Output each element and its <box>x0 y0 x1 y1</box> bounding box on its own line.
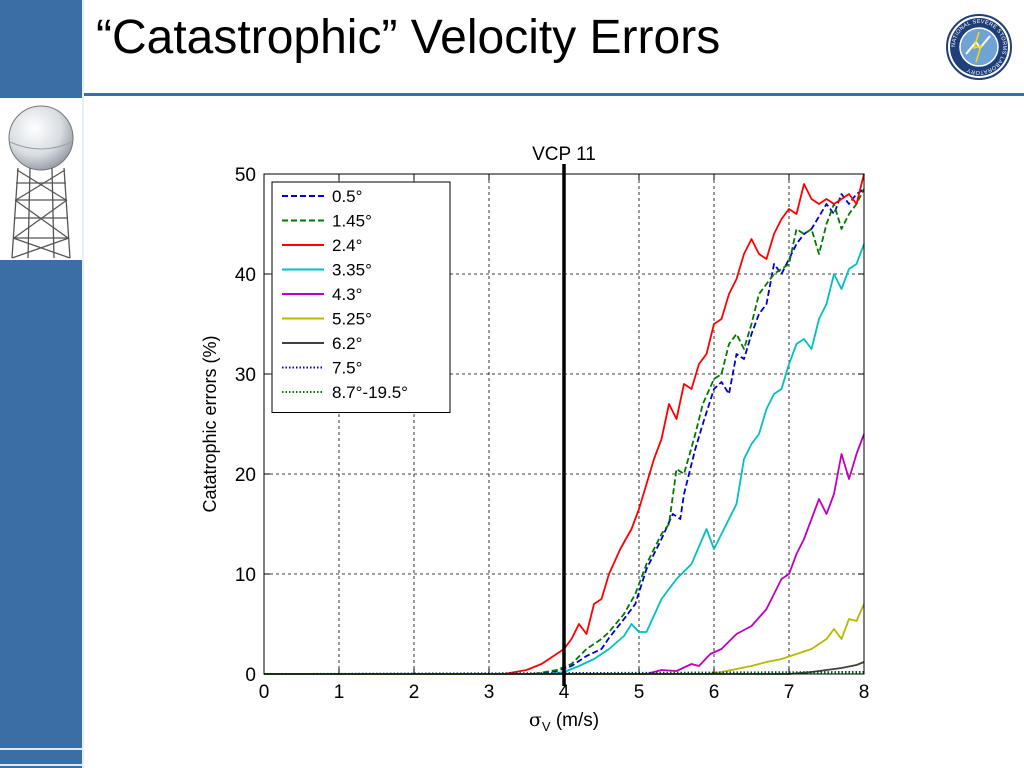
series-line-4 <box>264 433 865 675</box>
sidebar-bottom-lines <box>0 748 82 766</box>
x-tick-label: 7 <box>784 682 795 703</box>
x-tick-label: 8 <box>859 682 870 703</box>
series-line-1 <box>264 188 865 675</box>
page-title: “Catastrophic” Velocity Errors <box>96 11 721 64</box>
y-tick-label: 50 <box>235 165 256 186</box>
slide-header <box>84 0 1024 92</box>
legend-label-1: 1.45° <box>332 212 372 231</box>
y-tick-label: 20 <box>235 465 256 486</box>
y-tick-label: 0 <box>245 665 256 686</box>
x-axis-label: σV (m/s) <box>529 709 599 734</box>
series-line-2 <box>264 173 865 675</box>
x-tick-label: 6 <box>709 682 720 703</box>
legend-label-0: 0.5° <box>332 187 362 206</box>
y-tick-label: 10 <box>235 565 256 586</box>
legend-label-4: 4.3° <box>332 285 362 304</box>
series-line-3 <box>264 243 865 675</box>
legend-label-7: 7.5° <box>332 359 362 378</box>
y-tick-label: 30 <box>235 365 256 386</box>
legend-label-2: 2.4° <box>332 236 362 255</box>
radar-dome-icon <box>8 105 74 259</box>
nssl-seal-logo: NATIONAL SEVERE STORMS LABORATORY <box>946 14 1012 80</box>
x-axis-label-subscript: V <box>542 719 551 734</box>
legend-label-3: 3.35° <box>332 261 372 280</box>
x-tick-label: 0 <box>259 682 270 703</box>
y-axis-label: Catatrophic errors (%) <box>200 335 220 512</box>
velocity-error-chart: 0 1 2 3 4 5 6 7 8 0 10 20 30 40 50 VCP 11 σV (m/s) Catatr… <box>200 144 870 734</box>
x-tick-label: 1 <box>334 682 345 703</box>
series-line-0 <box>264 188 865 675</box>
header-rule <box>84 93 1024 96</box>
x-tick-label: 2 <box>409 682 420 703</box>
legend-label-5: 5.25° <box>332 310 372 329</box>
y-tick-label: 40 <box>235 265 256 286</box>
x-axis-label-units: (m/s) <box>551 710 600 731</box>
national-severe-storms-laboratory-seal-icon: NATIONAL SEVERE STORMS LABORATORY <box>946 14 1012 80</box>
chart-title: VCP 11 <box>532 144 596 165</box>
x-axis-label-symbol: σ <box>529 709 542 731</box>
x-tick-label: 3 <box>484 682 495 703</box>
sidebar-divider <box>82 0 84 768</box>
x-tick-label: 4 <box>559 682 570 703</box>
legend-label-8: 8.7°-19.5° <box>332 383 408 402</box>
series-line-5 <box>264 603 865 675</box>
x-tick-label: 5 <box>634 682 645 703</box>
legend-label-6: 6.2° <box>332 334 362 353</box>
radar-tower-image <box>0 98 82 260</box>
